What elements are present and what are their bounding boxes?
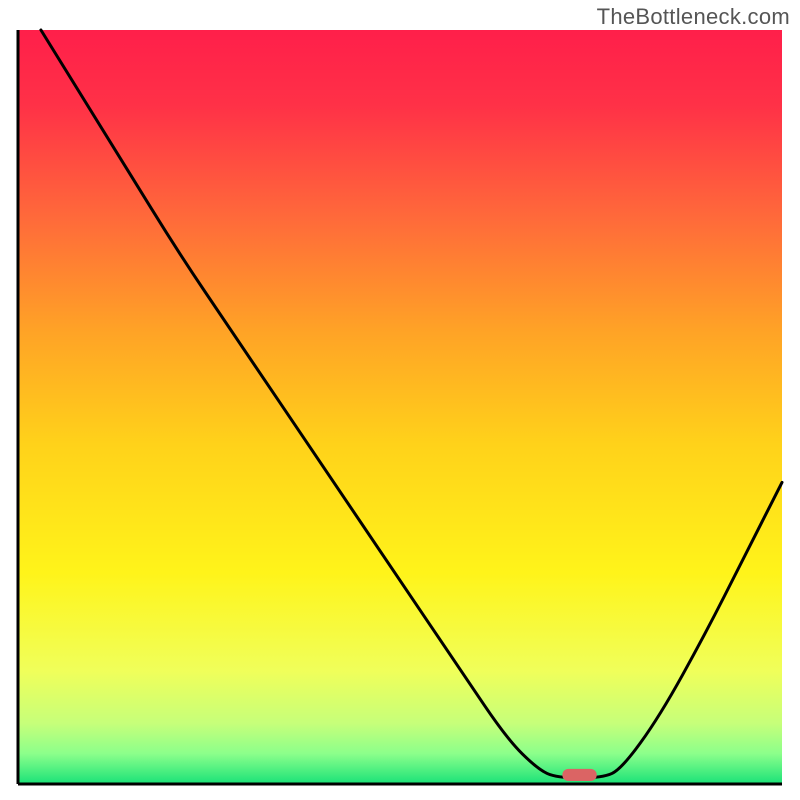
watermark-text: TheBottleneck.com [597, 4, 790, 30]
chart-background [18, 30, 782, 784]
bottleneck-chart [0, 0, 800, 800]
optimal-marker [562, 769, 596, 781]
